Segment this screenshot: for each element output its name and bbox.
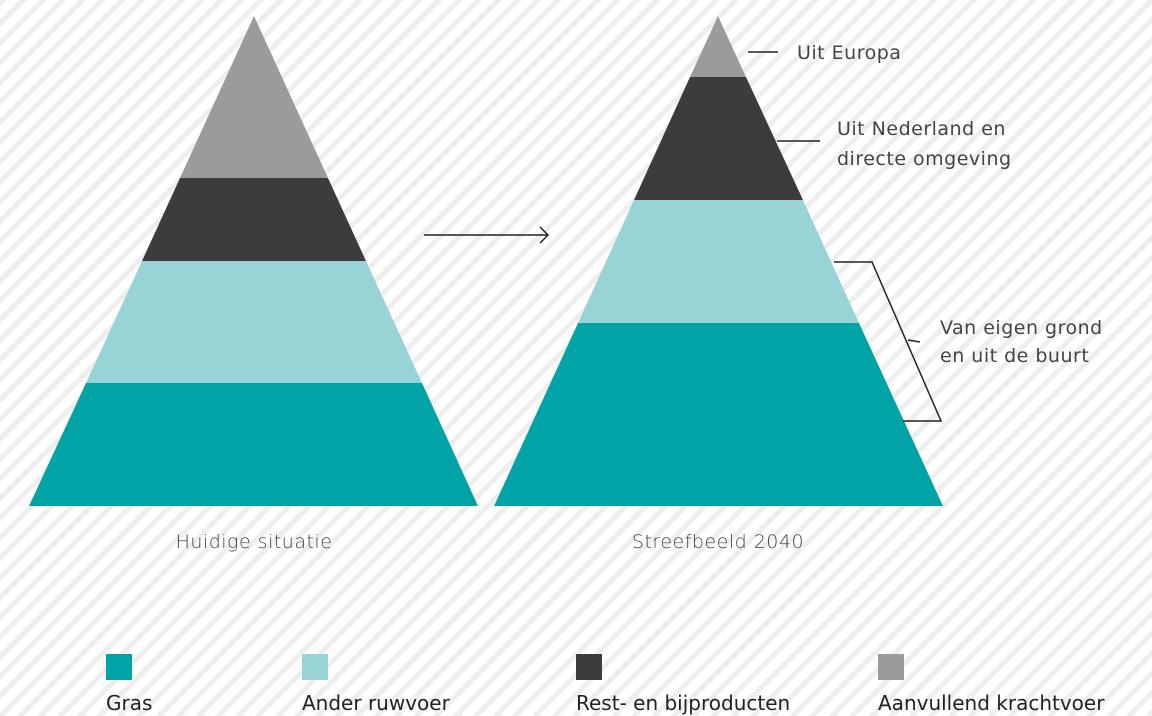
caption: Streefbeeld 2040 — [632, 531, 804, 553]
annotation: directe omgeving — [837, 148, 1012, 170]
layer-gras — [494, 323, 943, 506]
pyramid-target — [494, 16, 943, 506]
legend-label: Gras — [106, 691, 152, 715]
layer-krachtvoer — [180, 16, 328, 178]
annotation: en uit de buurt — [940, 345, 1089, 367]
annotation: Uit Nederland en — [837, 118, 1006, 140]
legend-label: Aanvullend krachtvoer — [878, 691, 1105, 715]
layer-krachtvoer — [690, 16, 746, 77]
legend-label: Ander ruwvoer — [302, 691, 451, 715]
legend-swatch — [302, 654, 328, 680]
layer-ruwvoer — [86, 261, 422, 383]
legend-swatch — [878, 654, 904, 680]
annotation: Uit Europa — [797, 42, 901, 64]
layer-rest — [142, 178, 366, 261]
arrow — [424, 226, 550, 244]
connectors — [748, 51, 943, 422]
layer-rest — [634, 77, 803, 200]
legend-label: Rest- en bijproducten — [576, 691, 790, 715]
annotation: Van eigen grond — [940, 317, 1103, 339]
layer-ruwvoer — [578, 200, 859, 323]
legend: Gras Ander ruwvoer Rest- en bijproducten Aa… — [106, 654, 1105, 715]
pyramid-current — [29, 16, 478, 506]
legend-swatch — [576, 654, 602, 680]
caption: Huidige situatie — [176, 531, 333, 553]
layer-gras — [29, 383, 478, 506]
legend-swatch — [106, 654, 132, 680]
